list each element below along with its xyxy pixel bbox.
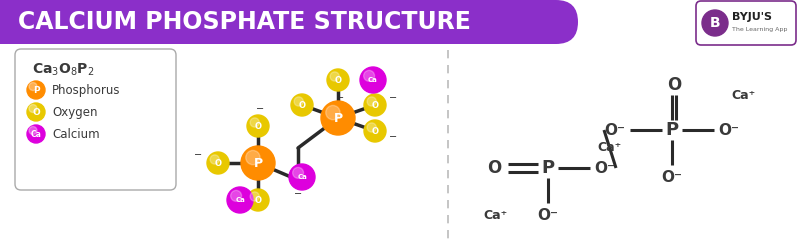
Text: O: O bbox=[487, 159, 501, 177]
Text: −: − bbox=[194, 150, 202, 160]
Circle shape bbox=[364, 70, 374, 81]
Text: Calcium: Calcium bbox=[52, 127, 100, 141]
Text: O: O bbox=[254, 122, 262, 130]
Text: −: − bbox=[256, 104, 264, 114]
Text: O: O bbox=[667, 76, 681, 94]
Text: Ca⁺: Ca⁺ bbox=[732, 88, 756, 102]
Text: P: P bbox=[666, 121, 678, 139]
Circle shape bbox=[29, 126, 37, 135]
Text: P: P bbox=[33, 85, 39, 95]
Text: O⁻: O⁻ bbox=[594, 161, 615, 176]
Text: −: − bbox=[389, 132, 397, 142]
Text: P: P bbox=[254, 157, 262, 169]
Text: Ca⁺: Ca⁺ bbox=[484, 208, 508, 222]
Text: Phosphorus: Phosphorus bbox=[52, 83, 121, 97]
Text: −: − bbox=[336, 93, 344, 103]
Text: O: O bbox=[298, 101, 306, 109]
Text: −: − bbox=[389, 93, 397, 103]
Circle shape bbox=[364, 94, 386, 116]
Circle shape bbox=[207, 152, 229, 174]
Circle shape bbox=[241, 146, 275, 180]
Circle shape bbox=[330, 72, 339, 81]
Circle shape bbox=[210, 155, 219, 164]
FancyBboxPatch shape bbox=[696, 1, 796, 45]
Text: O: O bbox=[32, 107, 40, 117]
Text: Ca$_3$O$_8$P$_2$: Ca$_3$O$_8$P$_2$ bbox=[32, 62, 94, 78]
Circle shape bbox=[294, 97, 303, 106]
Circle shape bbox=[360, 67, 386, 93]
Circle shape bbox=[250, 192, 259, 201]
Text: Ca: Ca bbox=[30, 129, 42, 139]
Text: B: B bbox=[710, 16, 720, 30]
Text: Ca: Ca bbox=[297, 174, 307, 180]
Text: O: O bbox=[371, 101, 378, 109]
Circle shape bbox=[291, 94, 313, 116]
Circle shape bbox=[29, 82, 37, 90]
Text: O: O bbox=[334, 76, 342, 84]
Circle shape bbox=[27, 103, 45, 121]
Circle shape bbox=[367, 123, 376, 132]
Circle shape bbox=[293, 167, 303, 178]
Text: O⁻: O⁻ bbox=[605, 123, 626, 138]
Text: Ca: Ca bbox=[235, 197, 245, 203]
FancyBboxPatch shape bbox=[0, 0, 555, 44]
Text: Ca: Ca bbox=[368, 77, 378, 83]
Text: Oxygen: Oxygen bbox=[52, 105, 98, 119]
Circle shape bbox=[250, 118, 259, 127]
Circle shape bbox=[27, 125, 45, 143]
Text: BYJU'S: BYJU'S bbox=[732, 12, 772, 22]
Circle shape bbox=[327, 69, 349, 91]
Text: −: − bbox=[294, 189, 302, 199]
Text: CALCIUM PHOSPHATE STRUCTURE: CALCIUM PHOSPHATE STRUCTURE bbox=[18, 10, 471, 34]
Circle shape bbox=[289, 164, 315, 190]
Circle shape bbox=[364, 120, 386, 142]
Circle shape bbox=[247, 115, 269, 137]
Circle shape bbox=[27, 81, 45, 99]
Text: O⁻: O⁻ bbox=[718, 123, 739, 138]
Text: O⁻: O⁻ bbox=[662, 169, 682, 185]
Text: P: P bbox=[334, 111, 342, 124]
Circle shape bbox=[321, 101, 355, 135]
Circle shape bbox=[367, 97, 376, 106]
Text: O⁻: O⁻ bbox=[538, 207, 558, 223]
Text: O: O bbox=[214, 159, 222, 167]
Text: O: O bbox=[371, 126, 378, 136]
Circle shape bbox=[246, 150, 260, 165]
Text: The Learning App: The Learning App bbox=[732, 27, 787, 33]
Circle shape bbox=[247, 189, 269, 211]
FancyBboxPatch shape bbox=[15, 49, 176, 190]
Circle shape bbox=[230, 190, 242, 201]
Text: Ca⁺: Ca⁺ bbox=[598, 141, 622, 153]
Text: O: O bbox=[254, 195, 262, 205]
Circle shape bbox=[702, 10, 728, 36]
FancyBboxPatch shape bbox=[520, 0, 578, 44]
Circle shape bbox=[29, 104, 37, 112]
Text: P: P bbox=[542, 159, 554, 177]
Circle shape bbox=[326, 105, 340, 120]
Circle shape bbox=[227, 187, 253, 213]
